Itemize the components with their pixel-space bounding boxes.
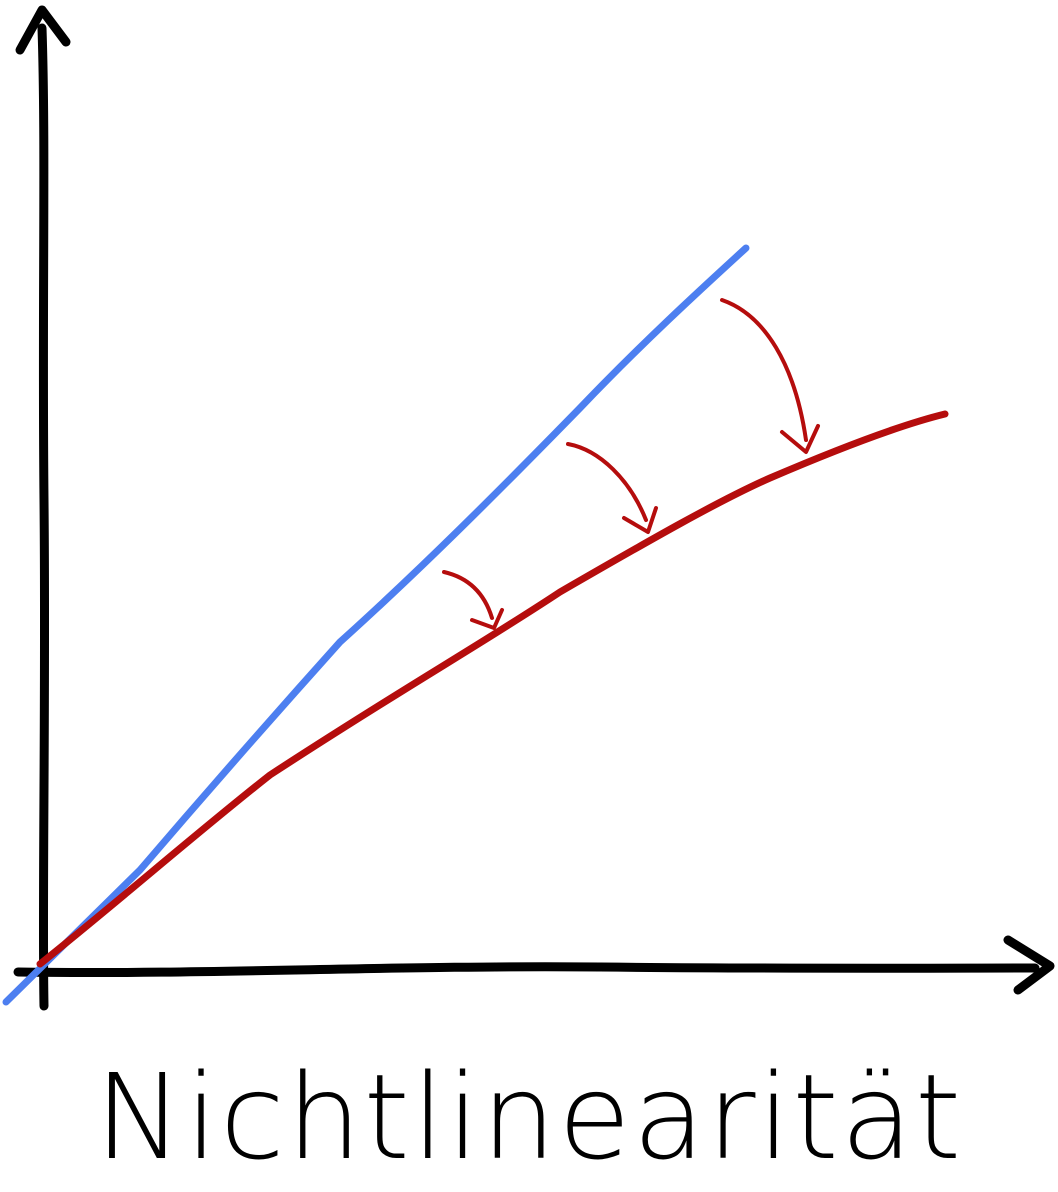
caption: Nichtlinearität: [94, 1048, 964, 1186]
linear-line: [2, 244, 750, 1006]
curved-arrow-down-icon: [720, 298, 808, 442]
y-axis: [37, 23, 50, 1011]
curved-arrow-down-icon: [442, 570, 494, 620]
y-axis-arrowhead-icon: [15, 5, 71, 55]
arrowhead-icon: [622, 506, 658, 534]
curved-arrow-down-icon: [566, 442, 648, 522]
bend-arrow-medium: [566, 442, 658, 534]
arrowhead-icon: [780, 424, 820, 454]
nonlinear-line: [36, 410, 949, 968]
bend-arrow-small: [442, 570, 504, 630]
x-axis: [13, 962, 1040, 978]
bend-arrow-large: [720, 298, 820, 454]
x-axis-arrowhead-icon: [1003, 935, 1055, 995]
arrowhead-icon: [470, 608, 504, 630]
